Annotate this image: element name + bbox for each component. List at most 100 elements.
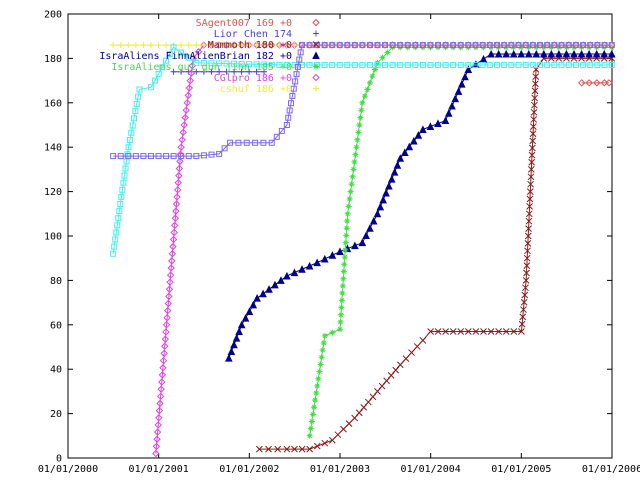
legend-label: cshuf 186 +0 [220, 84, 292, 95]
data-point [526, 203, 533, 210]
data-point [355, 409, 363, 417]
data-point [308, 418, 315, 425]
series-line [228, 53, 612, 359]
y-tick-label: 180 [44, 54, 62, 65]
data-point [544, 42, 551, 49]
data-point [502, 49, 511, 58]
data-point [181, 113, 189, 122]
data-point [168, 250, 177, 258]
data-point [235, 327, 243, 335]
data-point [607, 49, 616, 58]
data-point [178, 136, 186, 144]
data-point [140, 153, 147, 160]
y-tick-label: 100 [44, 232, 62, 243]
data-point [374, 388, 381, 395]
data-point [337, 319, 344, 326]
data-point [314, 382, 321, 389]
data-point [306, 42, 313, 49]
data-point [172, 200, 181, 208]
data-point [321, 439, 329, 447]
data-point [548, 44, 555, 51]
data-point [183, 99, 191, 107]
data-point [131, 115, 138, 122]
data-point [283, 271, 291, 280]
data-point [111, 243, 118, 250]
data-point [419, 336, 427, 344]
data-point [110, 42, 117, 49]
data-point [261, 68, 268, 75]
data-point [238, 68, 245, 75]
data-point [384, 49, 391, 56]
data-point [305, 261, 314, 270]
data-point [283, 445, 291, 453]
data-point [276, 42, 283, 49]
data-point [321, 62, 328, 69]
data-point [366, 62, 373, 69]
data-point [524, 240, 532, 247]
x-tick-label: 01/01/2003 [310, 464, 370, 475]
data-point [434, 328, 442, 335]
data-point [271, 280, 279, 289]
data-point [426, 122, 435, 130]
data-point [163, 57, 170, 64]
data-point [501, 42, 508, 49]
data-point [238, 60, 245, 67]
legend-label: CGlpro 186 +0 [214, 73, 292, 84]
data-point [296, 56, 303, 63]
data-point [378, 382, 386, 390]
data-point [353, 144, 360, 151]
data-point [580, 62, 587, 69]
data-point [350, 166, 357, 173]
data-point [179, 128, 187, 137]
data-point [594, 42, 601, 49]
data-point [278, 127, 285, 134]
data-point [253, 61, 260, 68]
data-point [528, 151, 536, 159]
data-point [344, 42, 351, 49]
data-point [495, 328, 503, 335]
data-point [435, 42, 442, 49]
data-point [389, 62, 396, 69]
data-point [246, 42, 253, 49]
data-point [245, 307, 254, 315]
data-point [171, 214, 180, 222]
data-point [369, 216, 378, 225]
data-point [577, 49, 586, 58]
data-point [216, 68, 223, 75]
data-point [153, 435, 161, 443]
data-point [115, 215, 122, 222]
data-point [312, 397, 319, 404]
data-point [124, 151, 131, 158]
data-point [298, 265, 306, 273]
data-point [246, 68, 253, 75]
data-point [223, 68, 230, 75]
legend-label: Lior Chen 174 [214, 29, 292, 40]
data-point [450, 42, 457, 49]
data-point [273, 133, 280, 140]
data-point [136, 86, 143, 93]
data-point [175, 171, 183, 180]
data-point [510, 328, 518, 335]
data-point [379, 195, 387, 204]
data-point [547, 49, 556, 58]
data-point [265, 285, 273, 293]
data-point [414, 131, 423, 139]
y-tick-label: 40 [50, 365, 62, 376]
data-point [165, 285, 174, 293]
data-point [152, 442, 161, 451]
data-point [121, 172, 128, 179]
data-point [316, 368, 323, 375]
series-3 [255, 55, 616, 453]
data-point [572, 42, 579, 49]
data-point [223, 42, 230, 49]
series-line [259, 57, 612, 450]
data-point [156, 392, 165, 401]
data-point [313, 389, 320, 396]
data-point [283, 122, 290, 128]
data-point [522, 42, 529, 49]
data-point [533, 44, 540, 51]
data-point [532, 73, 540, 80]
data-point [237, 320, 246, 329]
data-point [509, 49, 518, 58]
